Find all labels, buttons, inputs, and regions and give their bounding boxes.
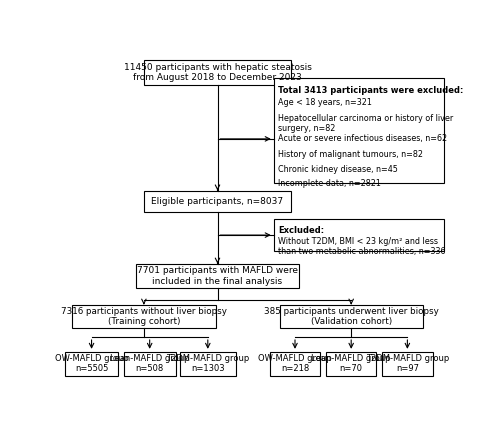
FancyBboxPatch shape — [280, 305, 423, 328]
FancyBboxPatch shape — [274, 78, 444, 183]
Text: 385 participants underwent liver biopsy
(Validation cohort): 385 participants underwent liver biopsy … — [264, 306, 438, 326]
Text: T2DM-MAFLD group
n=97: T2DM-MAFLD group n=97 — [366, 354, 449, 374]
FancyBboxPatch shape — [144, 190, 291, 212]
Text: Incomplete data, n=2821: Incomplete data, n=2821 — [278, 178, 381, 187]
Text: Hepatocellular carcinoma or history of liver
surgery, n=82: Hepatocellular carcinoma or history of l… — [278, 114, 454, 133]
Text: OW-MAFLD group
n=218: OW-MAFLD group n=218 — [258, 354, 332, 374]
FancyBboxPatch shape — [144, 60, 291, 85]
Text: 7316 participants without liver biopsy
(Training cohort): 7316 participants without liver biopsy (… — [61, 306, 227, 326]
Text: 7701 participants with MAFLD were
included in the final analysis: 7701 participants with MAFLD were includ… — [137, 266, 298, 286]
Text: History of malignant tumours, n=82: History of malignant tumours, n=82 — [278, 150, 424, 159]
FancyBboxPatch shape — [72, 305, 216, 328]
FancyBboxPatch shape — [66, 352, 118, 376]
Text: Acute or severe infectious diseases, n=62: Acute or severe infectious diseases, n=6… — [278, 134, 448, 143]
FancyBboxPatch shape — [274, 220, 444, 251]
Text: Without T2DM, BMI < 23 kg/m² and less
than two metabolic abnormalities, n=336: Without T2DM, BMI < 23 kg/m² and less th… — [278, 237, 446, 256]
Text: 11450 participants with hepatic steatosis
from August 2018 to December 2023: 11450 participants with hepatic steatosi… — [124, 63, 312, 83]
FancyBboxPatch shape — [326, 352, 376, 376]
FancyBboxPatch shape — [382, 352, 432, 376]
FancyBboxPatch shape — [124, 352, 176, 376]
Text: Lean-MAFLD group
n=70: Lean-MAFLD group n=70 — [312, 354, 391, 374]
Text: OW-MAFLD group
n=5505: OW-MAFLD group n=5505 — [54, 354, 128, 374]
Text: Lean-MAFLD group
n=508: Lean-MAFLD group n=508 — [110, 354, 190, 374]
Text: Eligible participants, n=8037: Eligible participants, n=8037 — [152, 197, 284, 206]
Text: T2DM-MAFLD group
n=1303: T2DM-MAFLD group n=1303 — [166, 354, 250, 374]
Text: Excluded:: Excluded: — [278, 226, 324, 235]
FancyBboxPatch shape — [136, 264, 299, 288]
Text: Age < 18 years, n=321: Age < 18 years, n=321 — [278, 98, 372, 107]
FancyBboxPatch shape — [270, 352, 320, 376]
Text: Chronic kidney disease, n=45: Chronic kidney disease, n=45 — [278, 165, 398, 174]
Text: Total 3413 participants were excluded:: Total 3413 participants were excluded: — [278, 86, 464, 95]
FancyBboxPatch shape — [180, 352, 236, 376]
